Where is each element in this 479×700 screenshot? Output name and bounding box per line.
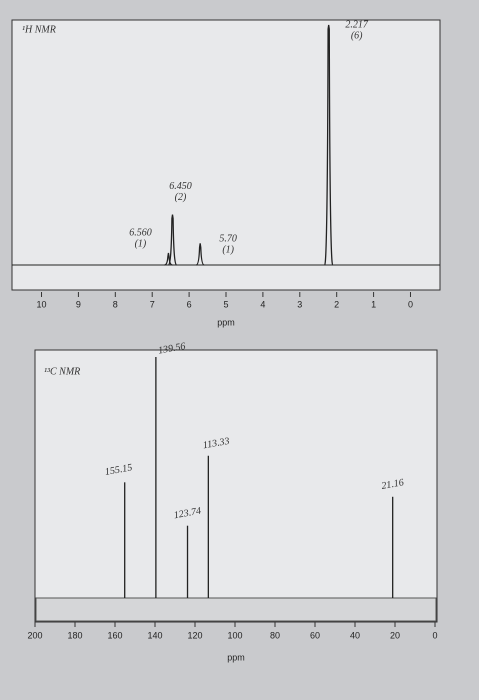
peak-label: 139.56 (157, 341, 186, 357)
peak-label: 113.33 (202, 436, 230, 451)
x-tick-label: 5 (223, 299, 228, 309)
x-tick-label: 120 (187, 630, 202, 640)
x-tick-label: 140 (147, 630, 162, 640)
spectrum-title: ¹H NMR (22, 24, 56, 35)
x-tick-label: 80 (270, 630, 280, 640)
x-tick-label: 2 (334, 299, 339, 309)
x-tick-label: 6 (187, 299, 192, 309)
plot-frame (11, 19, 441, 291)
peak-integration: (1) (135, 238, 147, 249)
x-tick-label: 0 (432, 630, 437, 640)
x-tick-label: 1 (371, 299, 376, 309)
x-tick-label: 180 (67, 630, 82, 640)
x-tick-label: 100 (227, 630, 242, 640)
peak-label: 2.217 (345, 19, 369, 30)
peak (164, 252, 173, 266)
x-tick-label: 60 (310, 630, 320, 640)
peak-label: 6.560 (129, 227, 152, 238)
x-axis-label: ppm (217, 317, 235, 327)
x-tick-label: 7 (150, 299, 155, 309)
peak-integration: (6) (351, 30, 363, 41)
peak-label: 6.450 (169, 181, 192, 192)
peak-integration: (1) (222, 245, 234, 256)
x-axis-label: ppm (227, 652, 245, 662)
x-tick-label: 10 (37, 299, 47, 309)
x-tick-label: 4 (260, 299, 265, 309)
x-tick-label: 0 (408, 299, 413, 309)
peak (324, 24, 334, 266)
x-tick-label: 40 (350, 630, 360, 640)
plot-frame (34, 349, 438, 623)
peak-integration: (2) (175, 192, 187, 203)
peak-label: 5.70 (219, 234, 237, 245)
peak (195, 243, 205, 266)
x-tick-label: 3 (297, 299, 302, 309)
x-tick-label: 160 (107, 630, 122, 640)
peak-label: 155.15 (104, 462, 133, 478)
x-tick-label: 9 (76, 299, 81, 309)
spectrum-title: ¹³C NMR (44, 366, 80, 377)
peak-label: 21.16 (381, 477, 405, 492)
x-tick-label: 200 (27, 630, 42, 640)
baseline-strip (35, 597, 437, 622)
x-tick-label: 8 (113, 299, 118, 309)
peak-label: 123.74 (173, 506, 202, 522)
x-tick-label: 20 (390, 630, 400, 640)
peak (167, 214, 178, 266)
